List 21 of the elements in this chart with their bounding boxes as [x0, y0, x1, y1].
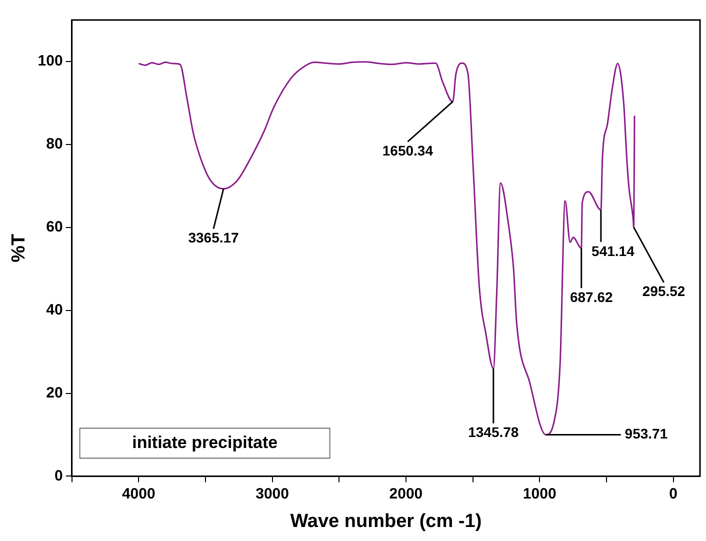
- y-axis-title: %T: [8, 233, 30, 262]
- annotation: initiate precipitate: [132, 432, 278, 452]
- x-tick-label: 2000: [389, 485, 423, 502]
- x-tick-label: 4000: [122, 485, 156, 502]
- x-tick-label: 3000: [256, 485, 289, 502]
- annotation: 295.52: [642, 283, 686, 300]
- y-tick-label: 80: [46, 136, 63, 153]
- x-tick-label: 1000: [522, 485, 556, 502]
- y-tick-label: 40: [46, 301, 63, 318]
- y-tick-label: 100: [38, 52, 63, 70]
- annotation: 1345.78: [468, 424, 519, 440]
- annotation: 541.14: [592, 242, 635, 259]
- x-tick-label: 0: [669, 485, 678, 502]
- y-tick-label: 0: [54, 467, 63, 484]
- annotation: 687.62: [570, 288, 613, 305]
- y-tick-label: 20: [46, 384, 63, 402]
- y-tick-label: 60: [46, 218, 63, 236]
- annotation: 1650.34: [382, 142, 434, 159]
- annotation: 3365.17: [188, 230, 240, 246]
- annotation: 953.71: [624, 426, 668, 442]
- x-axis-title: Wave number (cm -1): [290, 510, 482, 532]
